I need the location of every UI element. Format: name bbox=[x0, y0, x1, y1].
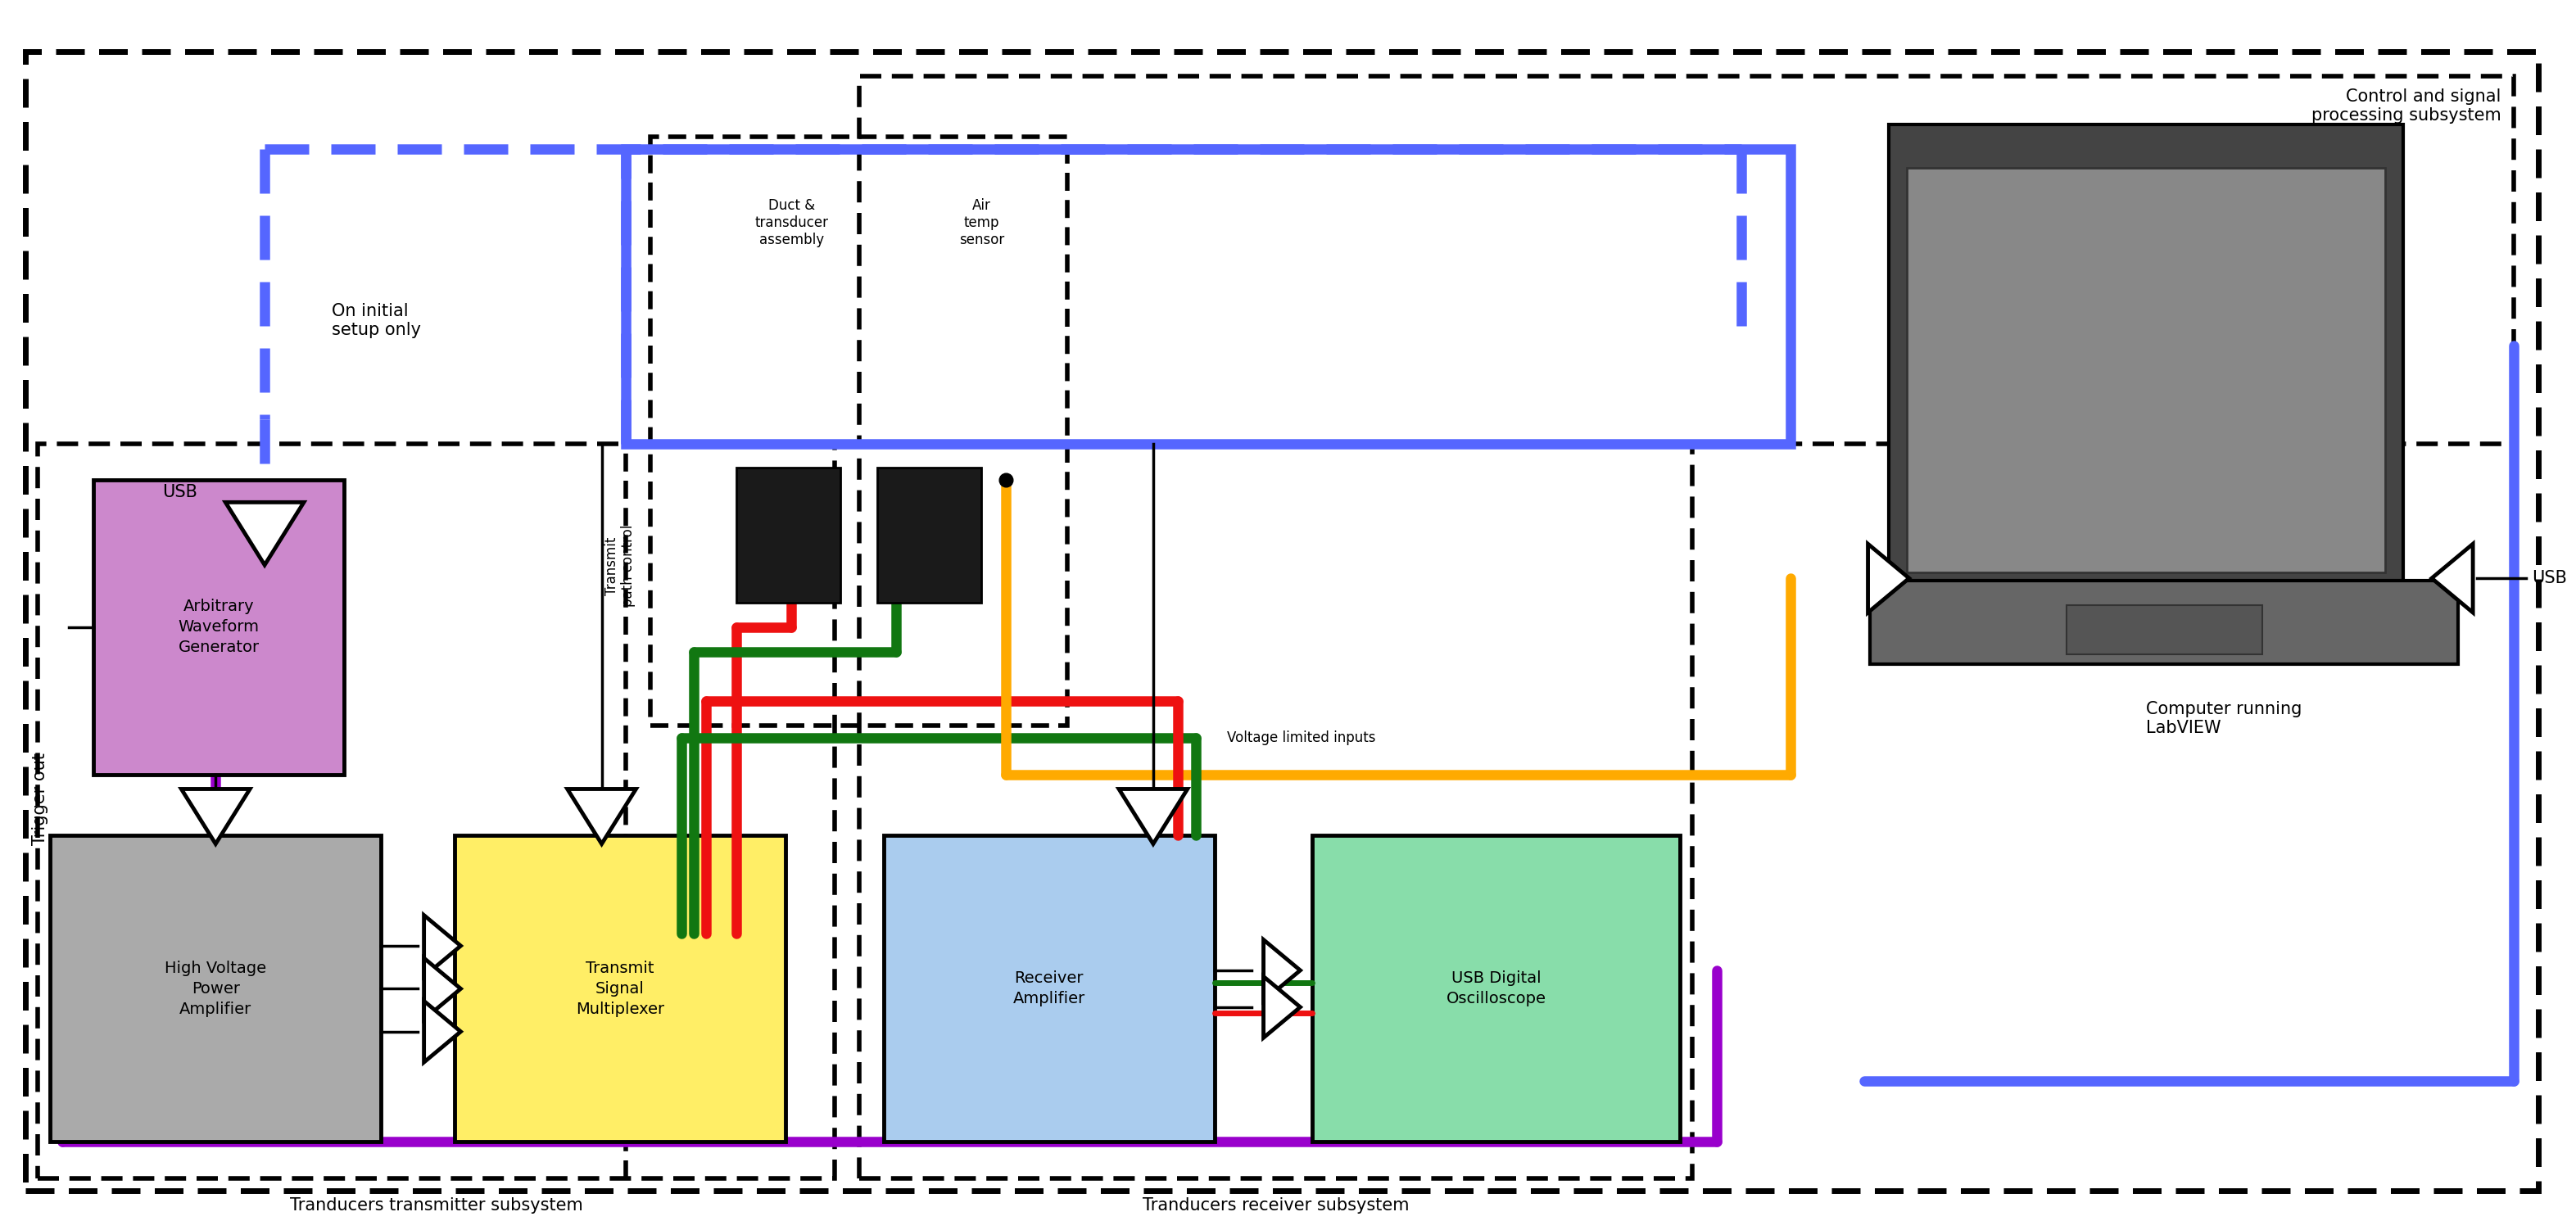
Polygon shape bbox=[1118, 788, 1188, 844]
Text: Trigger out: Trigger out bbox=[31, 753, 49, 845]
Bar bbox=[1870, 581, 2458, 664]
Polygon shape bbox=[180, 788, 250, 844]
Text: Air
temp
sensor: Air temp sensor bbox=[958, 198, 1005, 247]
Polygon shape bbox=[2432, 544, 2473, 613]
Bar bbox=[884, 835, 1213, 1141]
Text: USB Digital
Oscilloscope: USB Digital Oscilloscope bbox=[1445, 970, 1546, 1006]
Bar bbox=[878, 467, 981, 603]
Bar bbox=[652, 137, 1066, 726]
Text: USB: USB bbox=[162, 485, 198, 501]
Polygon shape bbox=[567, 788, 636, 844]
Text: Control and signal
processing subsystem: Control and signal processing subsystem bbox=[2311, 89, 2501, 123]
Bar bbox=[2066, 605, 2262, 654]
Bar bbox=[49, 835, 381, 1141]
Text: Transmit
path control: Transmit path control bbox=[605, 525, 636, 608]
Bar bbox=[93, 480, 345, 775]
Text: High Voltage
Power
Amplifier: High Voltage Power Amplifier bbox=[165, 961, 265, 1017]
Polygon shape bbox=[227, 502, 304, 565]
Bar bbox=[858, 76, 2514, 444]
Text: Tranducers transmitter subsystem: Tranducers transmitter subsystem bbox=[289, 1197, 582, 1214]
Text: Voltage limited inputs: Voltage limited inputs bbox=[1226, 731, 1376, 745]
Text: USB: USB bbox=[2532, 569, 2568, 587]
Text: On initial
setup only: On initial setup only bbox=[332, 304, 422, 338]
Bar bbox=[1906, 167, 2385, 572]
Bar bbox=[453, 835, 786, 1141]
Polygon shape bbox=[425, 1001, 461, 1063]
Polygon shape bbox=[1868, 544, 1909, 613]
Text: Receiver
Amplifier: Receiver Amplifier bbox=[1012, 970, 1084, 1006]
Bar bbox=[858, 444, 1692, 1178]
Bar bbox=[1888, 125, 2403, 590]
Text: Arbitrary
Waveform
Generator: Arbitrary Waveform Generator bbox=[178, 599, 260, 656]
Bar bbox=[737, 467, 840, 603]
Bar bbox=[1314, 835, 1680, 1141]
Text: Tranducers receiver subsystem: Tranducers receiver subsystem bbox=[1141, 1197, 1409, 1214]
Text: Computer running
LabVIEW: Computer running LabVIEW bbox=[2146, 701, 2303, 736]
Bar bbox=[39, 444, 835, 1178]
Text: Duct &
transducer
assembly: Duct & transducer assembly bbox=[755, 198, 829, 247]
Polygon shape bbox=[1262, 940, 1301, 1001]
Bar bbox=[626, 149, 1790, 444]
Polygon shape bbox=[1262, 977, 1301, 1038]
Polygon shape bbox=[425, 958, 461, 1020]
Polygon shape bbox=[425, 915, 461, 977]
Text: Transmit
Signal
Multiplexer: Transmit Signal Multiplexer bbox=[577, 961, 665, 1017]
